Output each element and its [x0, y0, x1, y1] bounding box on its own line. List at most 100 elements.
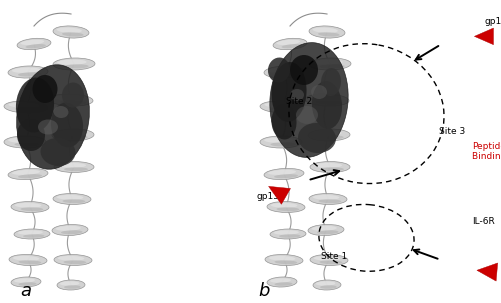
Ellipse shape: [270, 43, 348, 157]
Polygon shape: [268, 186, 290, 204]
Ellipse shape: [61, 230, 83, 234]
Ellipse shape: [53, 194, 91, 205]
Ellipse shape: [8, 168, 48, 180]
Ellipse shape: [313, 59, 342, 65]
Ellipse shape: [312, 195, 339, 200]
Ellipse shape: [38, 119, 58, 135]
Ellipse shape: [270, 278, 291, 283]
Ellipse shape: [311, 226, 336, 231]
Ellipse shape: [8, 138, 38, 143]
Text: Site 3: Site 3: [438, 127, 464, 136]
Ellipse shape: [274, 282, 292, 286]
Ellipse shape: [264, 66, 304, 78]
Ellipse shape: [310, 161, 349, 172]
Ellipse shape: [41, 138, 75, 166]
Ellipse shape: [260, 136, 302, 148]
Ellipse shape: [315, 100, 342, 105]
Ellipse shape: [53, 26, 89, 38]
Ellipse shape: [271, 105, 296, 139]
Ellipse shape: [268, 170, 296, 175]
Ellipse shape: [57, 28, 82, 33]
Ellipse shape: [279, 234, 300, 238]
Polygon shape: [473, 28, 492, 45]
Ellipse shape: [290, 89, 304, 101]
Ellipse shape: [290, 55, 317, 85]
Ellipse shape: [319, 285, 336, 289]
Ellipse shape: [53, 58, 95, 70]
Ellipse shape: [33, 75, 58, 103]
Ellipse shape: [313, 280, 340, 290]
Ellipse shape: [273, 38, 306, 50]
Ellipse shape: [21, 40, 44, 45]
Ellipse shape: [18, 72, 42, 77]
Ellipse shape: [260, 101, 304, 113]
Ellipse shape: [63, 199, 85, 203]
Ellipse shape: [23, 234, 45, 238]
Ellipse shape: [281, 44, 301, 48]
Ellipse shape: [270, 142, 295, 146]
Ellipse shape: [312, 28, 337, 33]
Text: a: a: [20, 282, 31, 300]
Ellipse shape: [17, 119, 45, 151]
Ellipse shape: [319, 167, 343, 171]
Ellipse shape: [17, 65, 89, 169]
Ellipse shape: [273, 230, 298, 235]
Ellipse shape: [54, 161, 94, 172]
Ellipse shape: [312, 131, 341, 136]
Ellipse shape: [62, 32, 84, 37]
Ellipse shape: [268, 58, 290, 82]
Ellipse shape: [268, 256, 295, 261]
Ellipse shape: [270, 203, 297, 208]
Ellipse shape: [313, 163, 341, 168]
Ellipse shape: [308, 225, 343, 235]
Ellipse shape: [57, 280, 85, 290]
Polygon shape: [476, 263, 496, 281]
Text: gp130: gp130: [483, 17, 501, 26]
Ellipse shape: [267, 277, 297, 287]
Ellipse shape: [49, 94, 93, 106]
Ellipse shape: [21, 207, 43, 211]
Ellipse shape: [4, 101, 48, 113]
Ellipse shape: [57, 195, 83, 200]
Ellipse shape: [17, 38, 51, 50]
Ellipse shape: [8, 66, 48, 78]
Ellipse shape: [313, 256, 340, 261]
Ellipse shape: [15, 107, 41, 112]
Ellipse shape: [308, 129, 349, 141]
Ellipse shape: [309, 194, 346, 205]
Ellipse shape: [63, 64, 89, 68]
Ellipse shape: [309, 95, 340, 101]
Ellipse shape: [58, 163, 86, 168]
Ellipse shape: [298, 123, 335, 153]
Ellipse shape: [63, 260, 86, 264]
Ellipse shape: [274, 174, 298, 178]
Ellipse shape: [274, 72, 298, 77]
Ellipse shape: [309, 58, 350, 70]
Ellipse shape: [9, 255, 47, 265]
Ellipse shape: [274, 260, 297, 264]
Ellipse shape: [54, 106, 68, 118]
Ellipse shape: [309, 26, 344, 38]
Ellipse shape: [315, 281, 335, 286]
Ellipse shape: [264, 138, 293, 143]
Ellipse shape: [319, 64, 344, 68]
Ellipse shape: [296, 106, 317, 124]
Ellipse shape: [15, 203, 41, 208]
Ellipse shape: [271, 107, 297, 112]
Ellipse shape: [11, 277, 41, 287]
Ellipse shape: [19, 282, 37, 286]
Ellipse shape: [54, 255, 92, 265]
Ellipse shape: [57, 59, 87, 65]
Ellipse shape: [318, 199, 341, 203]
Ellipse shape: [19, 260, 41, 264]
Ellipse shape: [268, 68, 296, 73]
Ellipse shape: [11, 201, 49, 212]
Ellipse shape: [316, 230, 338, 234]
Ellipse shape: [311, 85, 326, 99]
Text: Peptide
Binding Site: Peptide Binding Site: [471, 142, 501, 161]
Ellipse shape: [56, 131, 86, 136]
Ellipse shape: [12, 170, 40, 175]
Ellipse shape: [14, 229, 50, 239]
Ellipse shape: [63, 135, 88, 139]
Text: Site 1: Site 1: [321, 251, 347, 261]
